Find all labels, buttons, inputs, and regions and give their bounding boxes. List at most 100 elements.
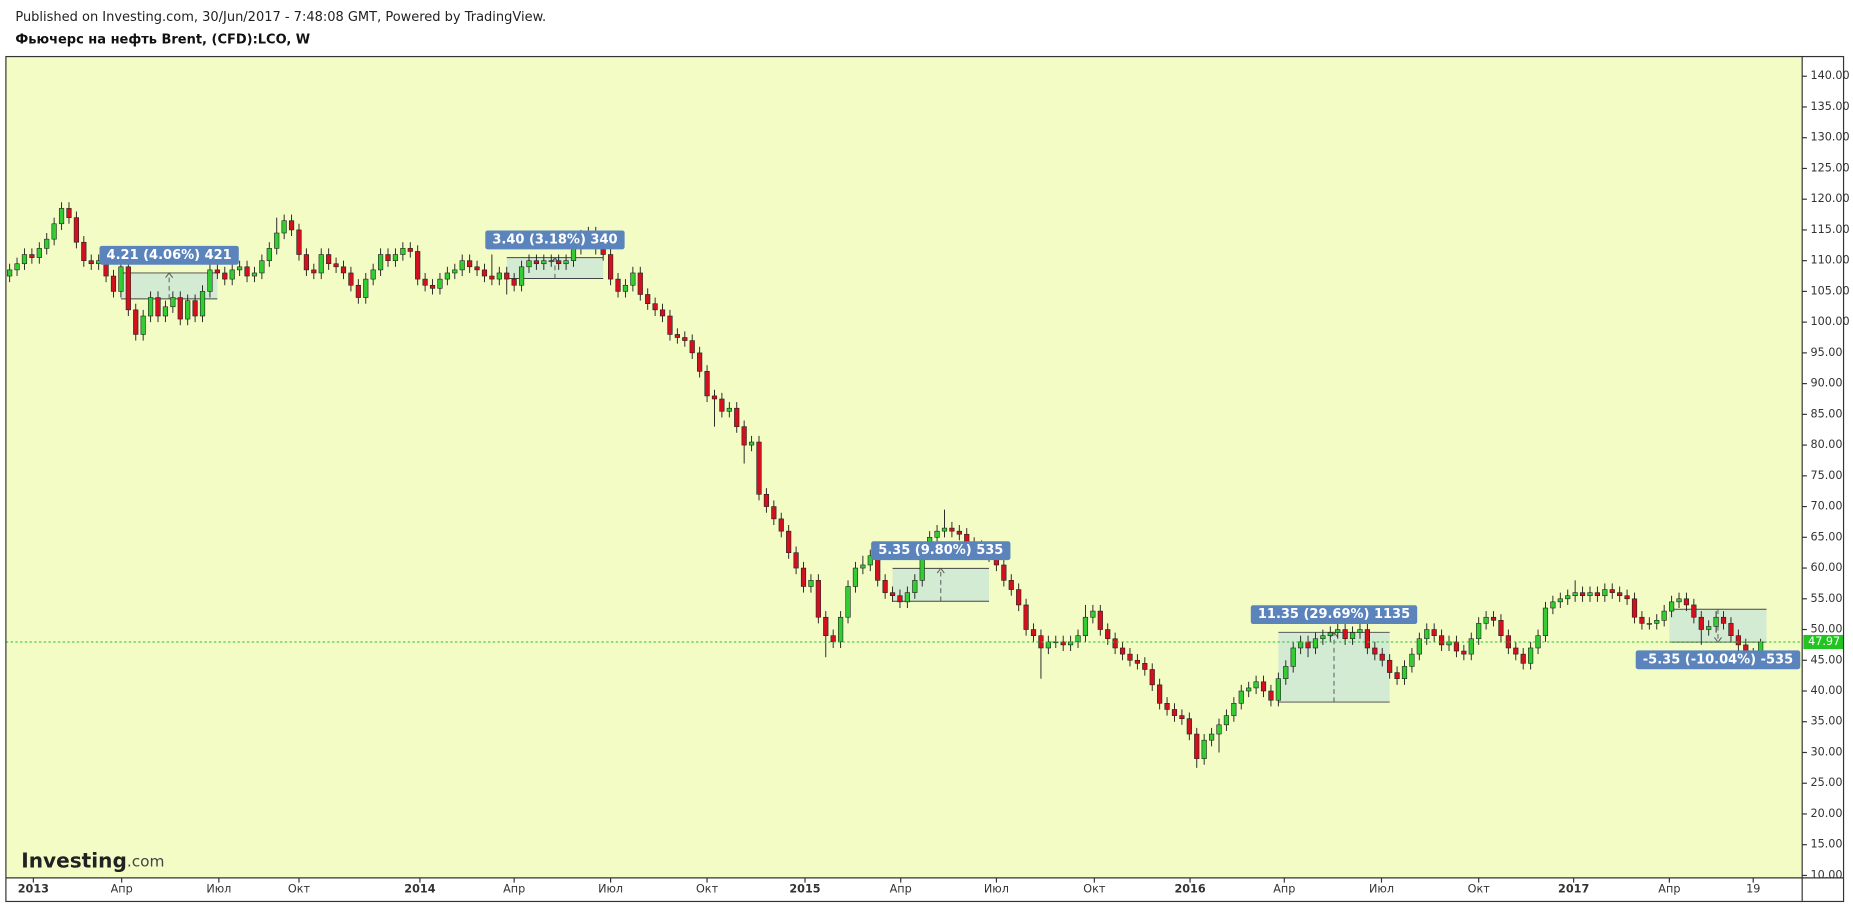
candle-body — [1579, 592, 1586, 597]
candle-body — [1498, 620, 1504, 636]
candle-body — [1357, 629, 1363, 633]
candle-body — [1476, 623, 1482, 640]
candle-body — [1401, 666, 1408, 680]
candle-body — [125, 266, 131, 311]
candle-body — [222, 272, 228, 280]
candle-body — [956, 530, 962, 535]
candle-body — [1001, 564, 1007, 581]
candle-body — [1631, 598, 1638, 618]
candle-body — [1409, 653, 1415, 667]
candle-body — [1179, 715, 1185, 719]
candle-body — [949, 527, 955, 532]
candle-body — [1490, 616, 1497, 621]
candle-body — [615, 278, 621, 292]
y-tick-label: 110.00 — [1810, 254, 1849, 267]
candle-body — [756, 441, 762, 495]
candle-body — [830, 635, 836, 643]
candle-body — [185, 300, 191, 320]
candle-body — [1008, 580, 1014, 590]
candle-body — [66, 208, 72, 218]
candle-body — [1468, 638, 1474, 655]
candle-body — [889, 592, 896, 597]
candle-body — [1045, 641, 1051, 649]
measure-label-bg — [1250, 605, 1418, 625]
candle-body — [1654, 620, 1660, 624]
x-tick-label: Окт — [696, 883, 719, 896]
candle-body — [1030, 629, 1037, 636]
candle-body — [296, 229, 302, 255]
candle-body — [1728, 623, 1734, 636]
candle-body — [719, 398, 725, 412]
candle-body — [1602, 589, 1608, 597]
candle-body — [333, 263, 339, 268]
candle-body — [1335, 629, 1341, 633]
candle-body — [1676, 598, 1682, 603]
x-tick-label: Апр — [890, 883, 912, 896]
candle-body — [904, 592, 910, 603]
candle-body — [274, 232, 280, 249]
candle-body — [21, 254, 28, 265]
candle-body — [526, 260, 532, 268]
candle-body — [778, 518, 784, 532]
candle-body — [1394, 672, 1400, 680]
logo-name: Investing — [21, 848, 127, 872]
candle-body — [637, 272, 643, 295]
x-tick-label: 2016 — [1174, 883, 1205, 896]
measure-arrow-head — [936, 567, 945, 574]
candle-body — [1253, 681, 1259, 689]
candle-body — [1305, 641, 1311, 649]
candle-body — [429, 284, 436, 289]
candle-body — [44, 238, 50, 249]
candle-body — [823, 616, 829, 636]
candle-body — [318, 254, 324, 274]
candle-body — [1565, 595, 1571, 600]
candle-body — [73, 217, 79, 243]
candle-body — [192, 300, 198, 317]
candle-body — [51, 223, 57, 240]
candle-body — [1090, 610, 1096, 618]
candle-body — [1609, 589, 1615, 593]
y-tick-label: 10.00 — [1810, 868, 1842, 881]
candle-body — [281, 220, 287, 234]
candle-body — [1342, 629, 1348, 640]
candle-body — [1208, 733, 1215, 741]
candle-body — [162, 306, 169, 317]
candle-body — [1528, 647, 1534, 664]
y-tick-label: 130.00 — [1810, 131, 1849, 144]
candle-body — [1617, 592, 1623, 597]
candle-body — [422, 278, 428, 286]
candle-body — [1060, 641, 1066, 646]
candle-body — [622, 284, 629, 292]
candle-body — [1105, 629, 1111, 640]
candle-body — [259, 260, 265, 274]
candle-body — [815, 580, 821, 618]
y-tick-label: 60.00 — [1810, 561, 1842, 574]
candle-body — [897, 595, 903, 603]
candle-body — [934, 530, 940, 538]
candle-body — [682, 337, 688, 341]
candle-body — [170, 297, 176, 308]
candle-body — [1327, 632, 1333, 636]
candle-body — [1624, 595, 1630, 600]
candle-body — [1713, 616, 1719, 627]
candle-body — [288, 220, 295, 231]
candle-body — [370, 269, 376, 280]
candle-body — [867, 555, 873, 566]
candle-body — [348, 272, 354, 286]
candle-body — [1720, 616, 1727, 624]
y-tick-label: 15.00 — [1810, 838, 1842, 851]
candle-body — [36, 248, 42, 258]
candle-body — [1542, 607, 1549, 636]
candle-body — [1134, 659, 1140, 664]
candle-body — [556, 260, 562, 265]
candle-body — [7, 269, 13, 277]
candle-body — [177, 297, 183, 320]
candle-body — [711, 395, 718, 400]
y-tick-label: 105.00 — [1810, 284, 1849, 297]
candle-body — [793, 552, 799, 569]
candle-body — [608, 254, 614, 280]
candle-body — [533, 260, 540, 265]
candle-body — [1483, 616, 1489, 624]
measure-label-bg — [871, 541, 1011, 561]
